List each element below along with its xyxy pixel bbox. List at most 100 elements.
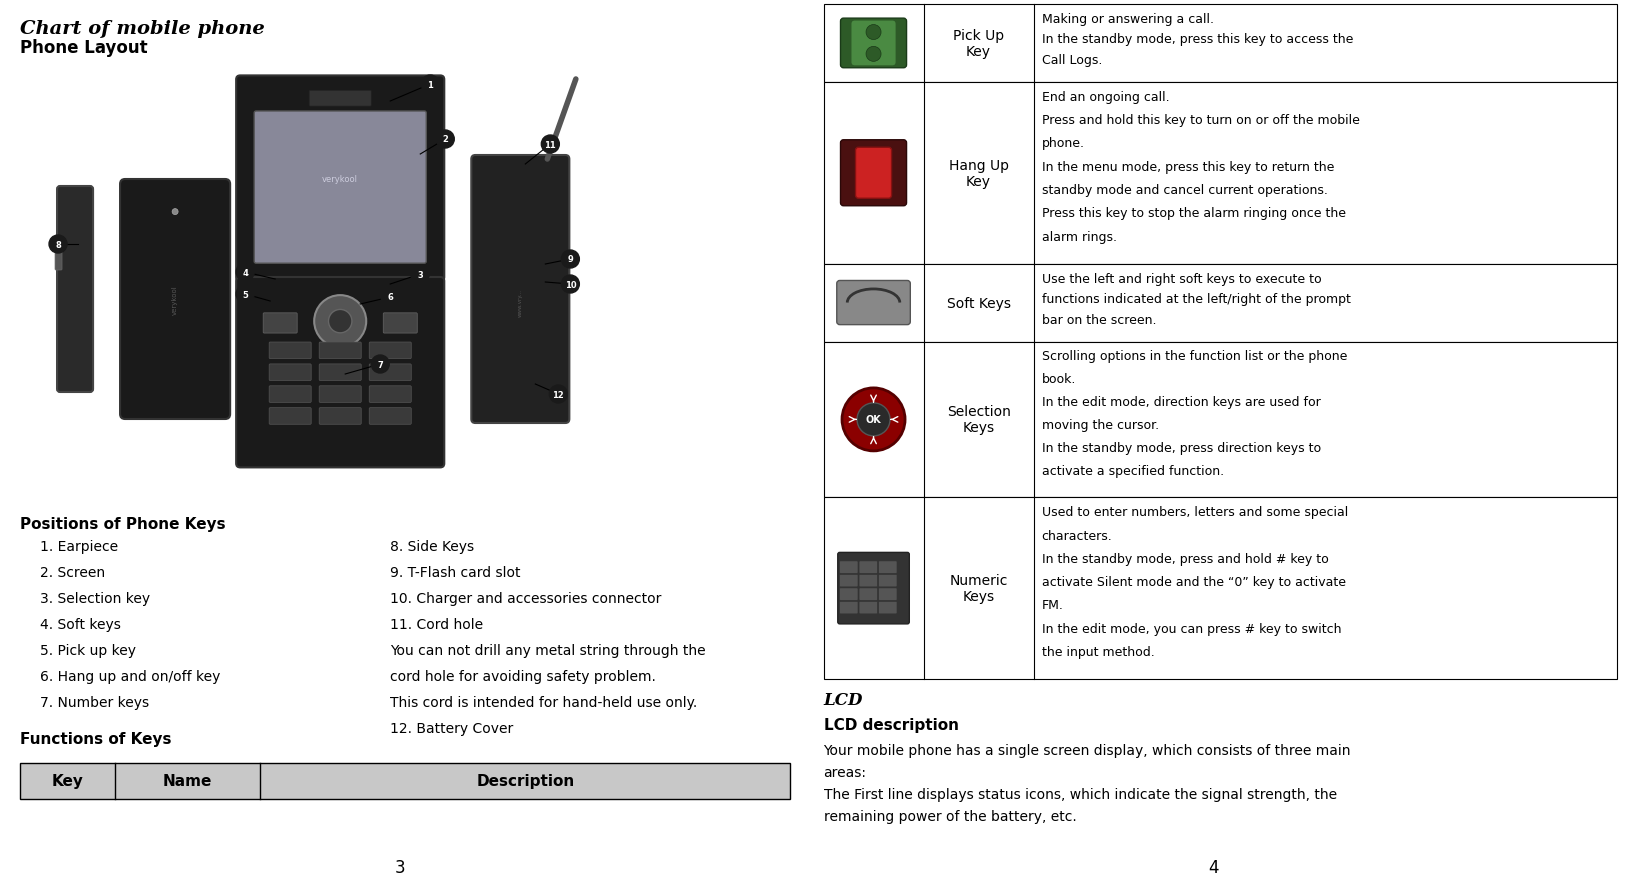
Text: Description: Description bbox=[477, 773, 574, 789]
Bar bbox=[823, 265, 1617, 342]
Circle shape bbox=[436, 131, 454, 148]
Text: 9. T-Flash card slot: 9. T-Flash card slot bbox=[390, 565, 521, 579]
Text: Pick Up
Key: Pick Up Key bbox=[953, 29, 1004, 59]
FancyBboxPatch shape bbox=[840, 575, 857, 587]
Circle shape bbox=[236, 264, 254, 282]
Text: Scrolling options in the function list or the phone: Scrolling options in the function list o… bbox=[1041, 350, 1347, 363]
FancyBboxPatch shape bbox=[859, 588, 877, 601]
Text: functions indicated at the left/right of the prompt: functions indicated at the left/right of… bbox=[1041, 292, 1350, 306]
Text: Name: Name bbox=[163, 773, 212, 789]
FancyBboxPatch shape bbox=[384, 314, 417, 333]
FancyBboxPatch shape bbox=[841, 19, 906, 69]
FancyBboxPatch shape bbox=[836, 281, 911, 325]
Text: 4: 4 bbox=[242, 268, 247, 277]
Text: In the standby mode, press this key to access the: In the standby mode, press this key to a… bbox=[1041, 33, 1354, 46]
Text: This cord is intended for hand-held use only.: This cord is intended for hand-held use … bbox=[390, 696, 698, 709]
FancyBboxPatch shape bbox=[369, 342, 412, 359]
Circle shape bbox=[866, 26, 882, 40]
Text: www.vry...: www.vry... bbox=[517, 289, 522, 316]
Bar bbox=[823, 83, 1617, 265]
Bar bbox=[823, 5, 1617, 83]
FancyBboxPatch shape bbox=[841, 140, 906, 207]
Text: Press and hold this key to turn on or off the mobile: Press and hold this key to turn on or of… bbox=[1041, 114, 1360, 127]
FancyBboxPatch shape bbox=[879, 588, 896, 601]
FancyBboxPatch shape bbox=[57, 187, 93, 392]
FancyBboxPatch shape bbox=[840, 588, 857, 601]
Circle shape bbox=[866, 47, 882, 63]
FancyBboxPatch shape bbox=[319, 365, 361, 381]
Text: 4: 4 bbox=[1209, 858, 1219, 876]
Text: Selection
Keys: Selection Keys bbox=[947, 405, 1010, 435]
Circle shape bbox=[412, 266, 430, 283]
Circle shape bbox=[561, 250, 579, 269]
FancyBboxPatch shape bbox=[319, 409, 361, 425]
Circle shape bbox=[172, 209, 177, 215]
Bar bbox=[20, 763, 791, 799]
Text: In the menu mode, press this key to return the: In the menu mode, press this key to retu… bbox=[1041, 161, 1334, 173]
Circle shape bbox=[236, 286, 254, 304]
Text: 1: 1 bbox=[428, 80, 433, 89]
Text: OK: OK bbox=[866, 415, 882, 425]
Circle shape bbox=[550, 385, 568, 403]
Text: 4. Soft keys: 4. Soft keys bbox=[41, 618, 120, 631]
Text: In the edit mode, direction keys are used for: In the edit mode, direction keys are use… bbox=[1041, 396, 1321, 409]
Circle shape bbox=[49, 236, 67, 254]
FancyBboxPatch shape bbox=[851, 21, 896, 67]
Text: Numeric
Keys: Numeric Keys bbox=[950, 573, 1007, 603]
Text: In the standby mode, press and hold # key to: In the standby mode, press and hold # ke… bbox=[1041, 552, 1328, 565]
Text: 7. Number keys: 7. Number keys bbox=[41, 696, 150, 709]
Bar bbox=[823, 342, 1617, 498]
Text: In the standby mode, press direction keys to: In the standby mode, press direction key… bbox=[1041, 442, 1321, 455]
Text: book.: book. bbox=[1041, 373, 1075, 386]
Text: the input method.: the input method. bbox=[1041, 645, 1155, 658]
Text: verykool: verykool bbox=[172, 285, 177, 315]
Text: You can not drill any metal string through the: You can not drill any metal string throu… bbox=[390, 644, 706, 657]
Text: Hang Up
Key: Hang Up Key bbox=[949, 158, 1009, 189]
Circle shape bbox=[371, 356, 389, 374]
Text: Used to enter numbers, letters and some special: Used to enter numbers, letters and some … bbox=[1041, 506, 1347, 519]
Text: 9: 9 bbox=[568, 255, 573, 265]
Text: remaining power of the battery, etc.: remaining power of the battery, etc. bbox=[823, 809, 1075, 823]
Text: activate Silent mode and the “0” key to activate: activate Silent mode and the “0” key to … bbox=[1041, 576, 1346, 588]
FancyBboxPatch shape bbox=[268, 365, 311, 381]
Text: 2. Screen: 2. Screen bbox=[41, 565, 106, 579]
Text: 6. Hang up and on/off key: 6. Hang up and on/off key bbox=[41, 670, 220, 683]
FancyBboxPatch shape bbox=[309, 91, 371, 107]
FancyBboxPatch shape bbox=[319, 386, 361, 403]
Text: 3: 3 bbox=[395, 858, 405, 876]
Text: 10: 10 bbox=[565, 280, 576, 289]
Text: 3: 3 bbox=[418, 270, 423, 279]
FancyBboxPatch shape bbox=[879, 575, 896, 587]
Circle shape bbox=[381, 289, 399, 307]
Text: The First line displays status icons, which indicate the signal strength, the: The First line displays status icons, wh… bbox=[823, 787, 1337, 801]
Text: activate a specified function.: activate a specified function. bbox=[1041, 465, 1224, 477]
Text: Call Logs.: Call Logs. bbox=[1041, 54, 1101, 67]
Text: 11: 11 bbox=[545, 140, 556, 149]
FancyBboxPatch shape bbox=[268, 342, 311, 359]
FancyBboxPatch shape bbox=[236, 76, 444, 282]
Text: bar on the screen.: bar on the screen. bbox=[1041, 313, 1157, 326]
Text: End an ongoing call.: End an ongoing call. bbox=[1041, 91, 1170, 104]
Text: 2: 2 bbox=[443, 135, 447, 144]
Text: 12. Battery Cover: 12. Battery Cover bbox=[390, 721, 514, 735]
FancyBboxPatch shape bbox=[319, 342, 361, 359]
Text: LCD description: LCD description bbox=[823, 717, 958, 732]
Text: 10. Charger and accessories connector: 10. Charger and accessories connector bbox=[390, 591, 662, 605]
FancyBboxPatch shape bbox=[264, 314, 298, 333]
Text: Functions of Keys: Functions of Keys bbox=[20, 731, 171, 746]
FancyBboxPatch shape bbox=[859, 561, 877, 574]
Text: cord hole for avoiding safety problem.: cord hole for avoiding safety problem. bbox=[390, 670, 656, 683]
Text: characters.: characters. bbox=[1041, 529, 1113, 542]
Text: 5. Pick up key: 5. Pick up key bbox=[41, 644, 137, 657]
Text: 8. Side Keys: 8. Side Keys bbox=[390, 539, 475, 553]
Circle shape bbox=[329, 310, 351, 333]
FancyBboxPatch shape bbox=[55, 239, 62, 271]
Circle shape bbox=[542, 136, 560, 154]
FancyBboxPatch shape bbox=[369, 365, 412, 381]
FancyBboxPatch shape bbox=[859, 575, 877, 587]
FancyBboxPatch shape bbox=[879, 602, 896, 614]
Text: 3. Selection key: 3. Selection key bbox=[41, 591, 150, 605]
FancyBboxPatch shape bbox=[859, 602, 877, 614]
Text: 8: 8 bbox=[55, 240, 60, 249]
Text: Chart of mobile phone: Chart of mobile phone bbox=[20, 20, 265, 38]
